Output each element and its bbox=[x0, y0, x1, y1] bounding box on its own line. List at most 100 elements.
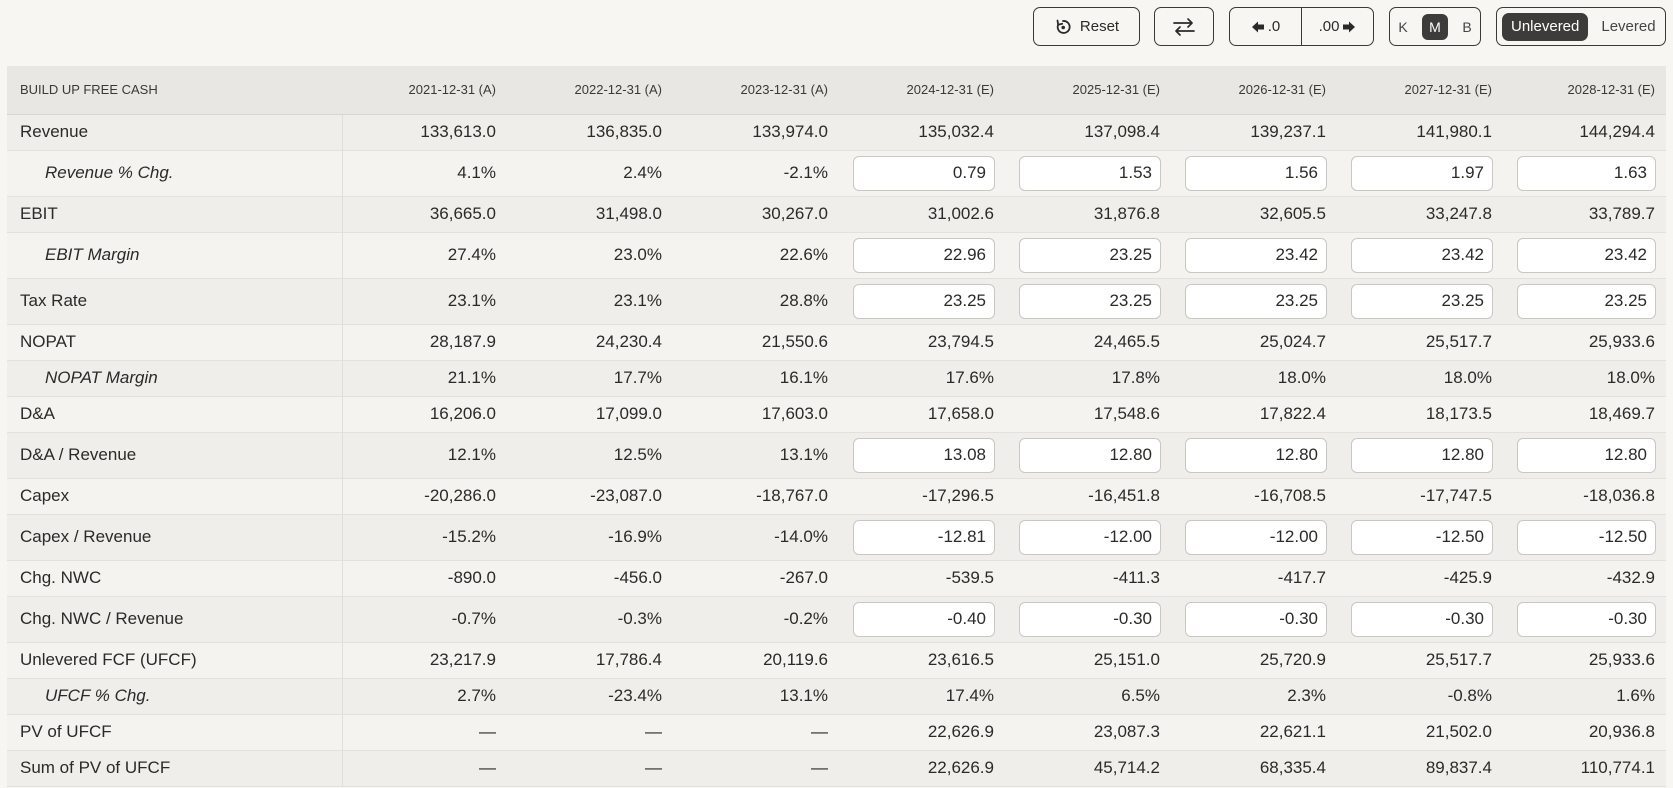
unit-option-b[interactable]: B bbox=[1462, 18, 1472, 35]
table-cell: 22,621.1 bbox=[1171, 714, 1337, 751]
reset-button[interactable]: Reset bbox=[1033, 7, 1140, 46]
row-label: Revenue % Chg. bbox=[7, 150, 343, 197]
table-input-cell bbox=[1337, 232, 1503, 279]
table-cell: 21.1% bbox=[342, 360, 507, 397]
table-cell: 45,714.2 bbox=[1005, 750, 1171, 787]
assumption-input[interactable] bbox=[1517, 601, 1656, 637]
assumption-input[interactable] bbox=[1185, 437, 1327, 473]
assumption-input[interactable] bbox=[853, 237, 995, 273]
toolbar: Reset .0 .00 K M B Unlevered Levered bbox=[0, 7, 1673, 47]
table-cell: 12.5% bbox=[507, 432, 673, 479]
table-input-cell bbox=[1171, 432, 1337, 479]
assumption-input[interactable] bbox=[1185, 601, 1327, 637]
table-row: Sum of PV of UFCF — — —22,626.9 45,714.2 68,3… bbox=[7, 750, 1666, 787]
table-cell: 141,980.1 bbox=[1337, 114, 1503, 151]
assumption-input[interactable] bbox=[1019, 237, 1161, 273]
assumption-input[interactable] bbox=[1351, 237, 1493, 273]
table-cell: 1.6% bbox=[1503, 678, 1666, 715]
table-cell: 31,498.0 bbox=[507, 196, 673, 233]
assumption-input[interactable] bbox=[1517, 437, 1656, 473]
table-cell: 4.1% bbox=[342, 150, 507, 197]
assumption-input[interactable] bbox=[1517, 519, 1656, 555]
row-label: Capex / Revenue bbox=[7, 514, 343, 561]
table-cell: 23.1% bbox=[507, 278, 673, 325]
decrease-decimals-label: .0 bbox=[1267, 18, 1281, 35]
table-cell: — bbox=[507, 750, 673, 787]
unlevered-option[interactable]: Unlevered bbox=[1502, 12, 1589, 41]
table-cell: 25,517.7 bbox=[1337, 324, 1503, 361]
assumption-input[interactable] bbox=[1019, 155, 1161, 191]
table-cell: 25,151.0 bbox=[1005, 642, 1171, 679]
row-label: Tax Rate bbox=[7, 278, 343, 325]
table-cell: -0.2% bbox=[673, 596, 839, 643]
assumption-input[interactable] bbox=[1185, 237, 1327, 273]
swap-button[interactable] bbox=[1154, 7, 1214, 46]
table-input-cell bbox=[1337, 432, 1503, 479]
table-cell: -23,087.0 bbox=[507, 478, 673, 515]
assumption-input[interactable] bbox=[1185, 519, 1327, 555]
assumption-input[interactable] bbox=[1185, 283, 1327, 319]
table-cell: 12.1% bbox=[342, 432, 507, 479]
table-cell: -15.2% bbox=[342, 514, 507, 561]
arrow-right-icon bbox=[1342, 20, 1356, 34]
assumption-input[interactable] bbox=[1019, 601, 1161, 637]
table-row: EBIT 36,665.0 31,498.0 30,267.0 31,002.6 31,8… bbox=[7, 196, 1666, 233]
table-input-cell bbox=[1171, 232, 1337, 279]
assumption-input[interactable] bbox=[853, 283, 995, 319]
table-cell: 23,217.9 bbox=[342, 642, 507, 679]
table-cell: 17.7% bbox=[507, 360, 673, 397]
assumption-input[interactable] bbox=[1351, 155, 1493, 191]
table-cell: 28.8% bbox=[673, 278, 839, 325]
table-cell: 22,626.9 bbox=[839, 750, 1005, 787]
assumption-input[interactable] bbox=[1019, 519, 1161, 555]
assumption-input[interactable] bbox=[853, 155, 995, 191]
table-row: Capex / Revenue -15.2% -16.9% -14.0% bbox=[7, 514, 1666, 561]
column-header: 2025-12-31 (E) bbox=[1005, 66, 1171, 115]
assumption-input[interactable] bbox=[853, 519, 995, 555]
table-input-cell bbox=[1503, 596, 1666, 643]
assumption-input[interactable] bbox=[1517, 237, 1656, 273]
decrease-decimals-button[interactable]: .0 bbox=[1230, 8, 1301, 45]
assumption-input[interactable] bbox=[1019, 283, 1161, 319]
assumption-input[interactable] bbox=[1517, 155, 1656, 191]
assumption-input[interactable] bbox=[853, 601, 995, 637]
table-input-cell bbox=[1503, 514, 1666, 561]
unit-option-k[interactable]: K bbox=[1398, 18, 1408, 35]
fcf-table: BUILD UP FREE CASH 2021-12-31 (A) 2022-12… bbox=[7, 66, 1666, 787]
table-cell: 17,822.4 bbox=[1171, 396, 1337, 433]
fcf-table-container: BUILD UP FREE CASH 2021-12-31 (A) 2022-12… bbox=[7, 66, 1666, 787]
table-row: PV of UFCF — — —22,626.9 23,087.3 22,621.1 21,… bbox=[7, 714, 1666, 751]
table-input-cell bbox=[839, 514, 1005, 561]
row-label: EBIT bbox=[7, 196, 343, 233]
table-cell: 31,002.6 bbox=[839, 196, 1005, 233]
column-header: 2027-12-31 (E) bbox=[1337, 66, 1503, 115]
table-input-cell bbox=[839, 596, 1005, 643]
assumption-input[interactable] bbox=[1185, 155, 1327, 191]
increase-decimals-label: .00 bbox=[1318, 18, 1340, 35]
column-header: 2028-12-31 (E) bbox=[1503, 66, 1666, 115]
assumption-input[interactable] bbox=[1351, 283, 1493, 319]
row-label: PV of UFCF bbox=[7, 714, 343, 751]
table-cell: 33,247.8 bbox=[1337, 196, 1503, 233]
assumption-input[interactable] bbox=[1019, 437, 1161, 473]
table-body: Revenue 133,613.0 136,835.0 133,974.0 135,03… bbox=[7, 114, 1666, 787]
levered-option[interactable]: Levered bbox=[1601, 18, 1656, 35]
assumption-input[interactable] bbox=[1351, 437, 1493, 473]
table-cell: 18,469.7 bbox=[1503, 396, 1666, 433]
header-label: BUILD UP FREE CASH bbox=[7, 66, 342, 115]
assumption-input[interactable] bbox=[1351, 519, 1493, 555]
assumption-input[interactable] bbox=[1351, 601, 1493, 637]
table-input-cell bbox=[1503, 432, 1666, 479]
table-cell: 21,502.0 bbox=[1337, 714, 1503, 751]
table-cell: -2.1% bbox=[673, 150, 839, 197]
assumption-input[interactable] bbox=[853, 437, 995, 473]
unit-option-m[interactable]: M bbox=[1422, 13, 1448, 40]
assumption-input[interactable] bbox=[1517, 283, 1656, 319]
table-cell: 23,087.3 bbox=[1005, 714, 1171, 751]
table-cell: 31,876.8 bbox=[1005, 196, 1171, 233]
increase-decimals-button[interactable]: .00 bbox=[1301, 8, 1373, 45]
table-cell: -17,747.5 bbox=[1337, 478, 1503, 515]
table-cell: 20,936.8 bbox=[1503, 714, 1666, 751]
row-label: Chg. NWC / Revenue bbox=[7, 596, 343, 643]
swap-arrows-icon bbox=[1172, 17, 1196, 37]
